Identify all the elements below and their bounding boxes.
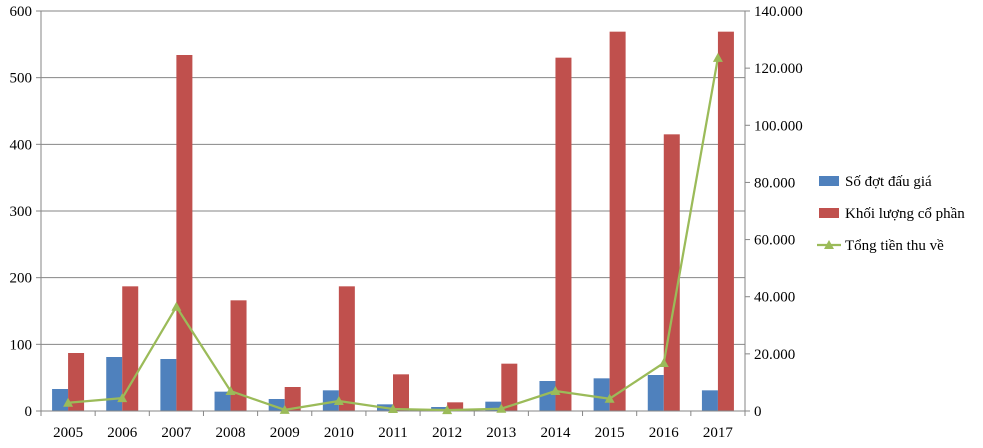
legend-swatch: [819, 208, 839, 218]
x-tick-label: 2005: [53, 425, 83, 441]
x-tick-label: 2017: [703, 425, 734, 441]
left-tick-label: 600: [10, 4, 33, 20]
bar-khoi-luong-co-phan-2016: [663, 134, 680, 412]
bar-so-dot-dau-gia-2015: [593, 378, 610, 411]
bar-khoi-luong-co-phan-2011: [393, 374, 409, 411]
bar-khoi-luong-co-phan-2015: [609, 31, 626, 412]
bar-so-dot-dau-gia-2005: [52, 389, 69, 411]
point-tong-tien-thu-ve-2010: [333, 396, 344, 405]
x-tick-label: 2009: [270, 425, 300, 441]
point-tong-tien-thu-ve-2014: [550, 386, 561, 395]
right-tick-label: 60.000: [754, 233, 795, 249]
bar-khoi-luong-co-phan-2013: [501, 363, 518, 411]
left-tick-label: 200: [10, 271, 33, 287]
legend-label: Khối lượng cổ phần: [845, 206, 965, 222]
bar-so-dot-dau-gia-2013: [485, 401, 502, 411]
axes: 0 100 200 300 400 500 600 0 20.000 40.000 60.000 80…: [10, 4, 803, 441]
bar-so-dot-dau-gia-2014: [539, 381, 556, 411]
point-tong-tien-thu-ve-2012: [442, 405, 453, 415]
left-tick-label: 500: [10, 71, 33, 87]
right-tick-label: 20.000: [754, 347, 795, 363]
left-tick-label: 100: [10, 337, 33, 353]
point-tong-tien-thu-ve-2013: [496, 403, 507, 413]
point-tong-tien-thu-ve-2009: [279, 404, 290, 414]
right-tick-label: 140.000: [754, 4, 803, 20]
x-tick-label: 2016: [649, 425, 680, 441]
x-tick-label: 2011: [378, 425, 407, 441]
legend-item: Số đợt đấu giá: [819, 174, 932, 190]
bar-khoi-luong-co-phan-2010: [338, 286, 355, 411]
bar-so-dot-dau-gia-2007: [160, 359, 177, 411]
point-tong-tien-thu-ve-2008: [225, 386, 236, 395]
x-tick-label: 2014: [540, 425, 571, 441]
x-tick-label: 2013: [486, 425, 516, 441]
legend-item: Tổng tiền thu về: [817, 238, 944, 254]
left-tick-label: 400: [10, 137, 33, 153]
x-tick-label: 2010: [324, 425, 354, 441]
point-tong-tien-thu-ve-2006: [117, 393, 128, 403]
bar-so-dot-dau-gia-2010: [322, 390, 339, 411]
x-tick-label: 2006: [107, 425, 138, 441]
legend-label: Tổng tiền thu về: [845, 238, 944, 254]
bar-khoi-luong-co-phan-2007: [176, 55, 193, 411]
gridlines: [41, 10, 745, 345]
x-tick-label: 2015: [595, 425, 625, 441]
bar-so-dot-dau-gia-2016: [647, 375, 664, 411]
point-tong-tien-thu-ve-2005: [63, 397, 74, 407]
right-tick-label: 40.000: [754, 290, 795, 306]
x-tick-label: 2007: [161, 425, 192, 441]
x-tick-label: 2008: [216, 425, 246, 441]
bar-khoi-luong-co-phan-2012: [447, 402, 464, 411]
bar-so-dot-dau-gia-2006: [106, 357, 123, 411]
legend-item: Khối lượng cổ phần: [819, 206, 965, 222]
bar-so-dot-dau-gia-2017: [701, 390, 718, 411]
legend-swatch: [819, 176, 839, 186]
point-tong-tien-thu-ve-2016: [658, 358, 669, 367]
x-tick-label: 2012: [432, 425, 462, 441]
right-tick-label: 120.000: [754, 61, 803, 77]
bar-khoi-luong-co-phan-2009: [284, 387, 301, 411]
right-tick-label: 0: [754, 404, 762, 420]
point-tong-tien-thu-ve-2007: [171, 301, 182, 311]
right-tick-label: 80.000: [754, 175, 795, 191]
point-tong-tien-thu-ve-2015: [604, 393, 615, 403]
legend-label: Số đợt đấu giá: [845, 174, 932, 190]
left-tick-label: 300: [10, 204, 33, 220]
point-tong-tien-thu-ve-2017: [712, 52, 723, 62]
bar-khoi-luong-co-phan-2005: [68, 353, 85, 411]
bar-series: [52, 31, 734, 412]
legend: Số đợt đấu giá Khối lượng cổ phần Tổng tiề…: [817, 174, 965, 254]
line-series: [63, 52, 723, 415]
bar-khoi-luong-co-phan-2008: [230, 300, 247, 411]
right-tick-label: 100.000: [754, 118, 803, 134]
bar-khoi-luong-co-phan-2014: [555, 57, 572, 412]
legend-marker: [824, 240, 834, 249]
point-tong-tien-thu-ve-2011: [388, 404, 398, 413]
bar-khoi-luong-co-phan-2017: [717, 31, 734, 412]
left-tick-label: 0: [25, 404, 33, 420]
bar-so-dot-dau-gia-2008: [214, 391, 231, 411]
